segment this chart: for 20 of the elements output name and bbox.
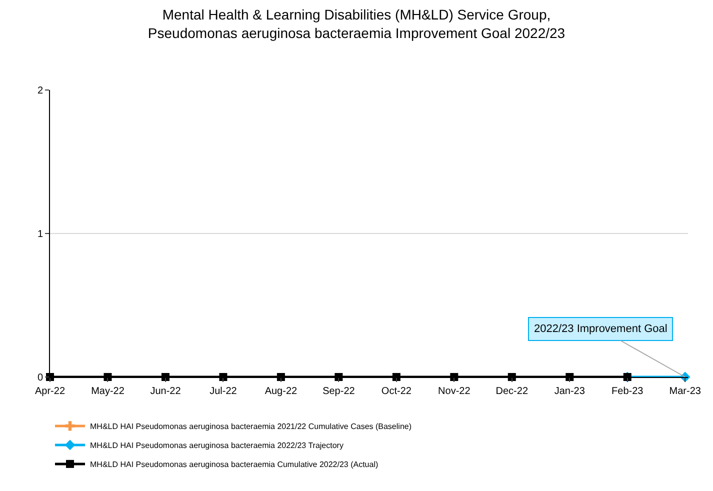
x-tick-label: Sep-22 xyxy=(322,386,356,397)
annotation: 2022/23 Improvement Goal xyxy=(534,323,668,335)
legend-label: MH&LD HAI Pseudomonas aeruginosa bacteraemia 2022/23 Trajectory xyxy=(90,441,344,450)
x-tick-label: Apr-22 xyxy=(34,386,66,397)
chart-title: Mental Health & Learning Disabilities (MH&LD) Service Group, Pseudomonas aeruginosa bacteraemia Improvement Goal 2022/23 xyxy=(148,6,566,41)
x-tick-label: Jan-23 xyxy=(554,386,586,397)
x-tick-label: Mar-23 xyxy=(669,386,702,397)
x-tick-label: Feb-23 xyxy=(612,386,644,397)
y-tick-label: 1 xyxy=(37,229,44,240)
x-tick-label: Dec-22 xyxy=(496,386,528,397)
x-tick-label: Nov-22 xyxy=(438,386,471,397)
x-tick-label: Jul-22 xyxy=(210,386,238,397)
x-tick-label: Aug-22 xyxy=(264,386,298,397)
x-tick-label: May-22 xyxy=(91,386,125,397)
x-tick-label: Jun-22 xyxy=(150,386,182,397)
y-tick-label: 0 xyxy=(37,372,44,384)
legend-label: MH&LD HAI Pseudomonas aeruginosa bacteraemia Cumulative 2022/23 (Actual) xyxy=(90,460,378,470)
y-tick-label: 2 xyxy=(37,86,44,96)
legend-label: MH&LD HAI Pseudomonas aeruginosa bacteraemia 2021/22 Cumulative Cases (Baseline) xyxy=(90,422,412,432)
x-tick-label: Oct-22 xyxy=(381,386,412,397)
